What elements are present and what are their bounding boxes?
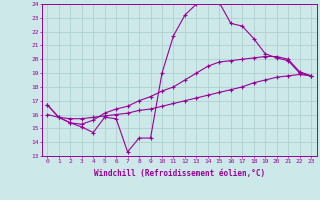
X-axis label: Windchill (Refroidissement éolien,°C): Windchill (Refroidissement éolien,°C) [94,169,265,178]
